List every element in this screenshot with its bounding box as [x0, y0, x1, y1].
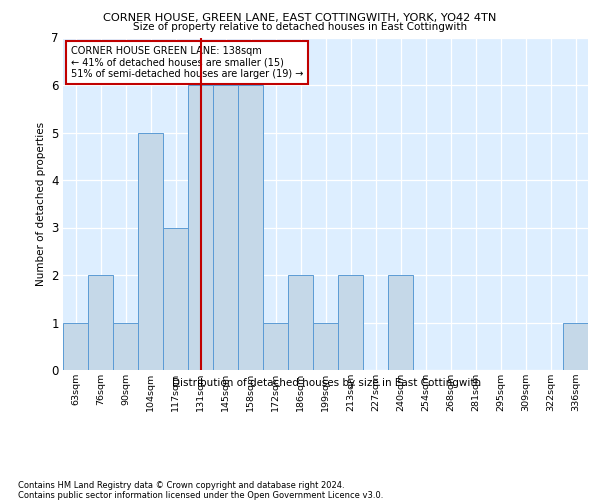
Bar — [563, 322, 588, 370]
Bar — [188, 85, 213, 370]
Bar — [388, 275, 413, 370]
Bar — [63, 322, 88, 370]
Bar — [238, 85, 263, 370]
Text: CORNER HOUSE GREEN LANE: 138sqm
← 41% of detached houses are smaller (15)
51% of: CORNER HOUSE GREEN LANE: 138sqm ← 41% of… — [71, 46, 303, 79]
Text: Contains HM Land Registry data © Crown copyright and database right 2024.: Contains HM Land Registry data © Crown c… — [18, 481, 344, 490]
Bar — [313, 322, 338, 370]
Bar — [138, 132, 163, 370]
Bar — [113, 322, 138, 370]
Text: Distribution of detached houses by size in East Cottingwith: Distribution of detached houses by size … — [172, 378, 482, 388]
Text: CORNER HOUSE, GREEN LANE, EAST COTTINGWITH, YORK, YO42 4TN: CORNER HOUSE, GREEN LANE, EAST COTTINGWI… — [103, 12, 497, 22]
Bar — [213, 85, 238, 370]
Text: Size of property relative to detached houses in East Cottingwith: Size of property relative to detached ho… — [133, 22, 467, 32]
Bar — [88, 275, 113, 370]
Bar — [338, 275, 363, 370]
Y-axis label: Number of detached properties: Number of detached properties — [36, 122, 46, 286]
Bar — [288, 275, 313, 370]
Text: Contains public sector information licensed under the Open Government Licence v3: Contains public sector information licen… — [18, 491, 383, 500]
Bar — [163, 228, 188, 370]
Bar — [263, 322, 288, 370]
